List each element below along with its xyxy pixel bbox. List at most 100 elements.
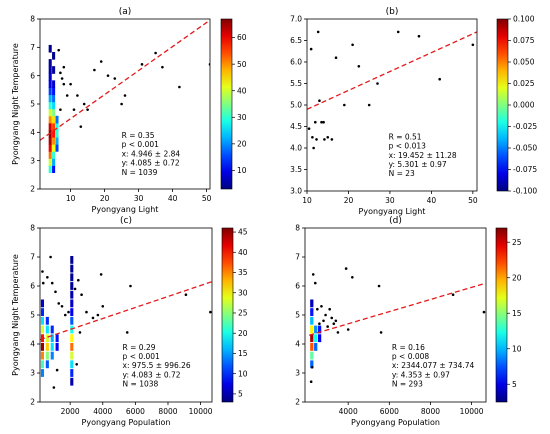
density-cell [55, 342, 59, 351]
scatter-point [322, 319, 325, 323]
y-tick-label: 8 [295, 224, 300, 233]
x-tick-label: 20 [344, 196, 354, 205]
scatter-point [336, 331, 340, 334]
density-cell [40, 360, 44, 369]
density-cell [314, 325, 318, 334]
scatter-point [351, 276, 354, 279]
x-tick-label: 20 [100, 194, 110, 203]
colorbar [496, 18, 509, 192]
density-cell [48, 137, 52, 145]
scatter-point [334, 56, 338, 59]
scatter-point [78, 331, 82, 334]
scatter-point [57, 48, 60, 52]
y-tick-label: 5.5 [290, 79, 302, 88]
y-tick-label: 5 [30, 311, 35, 320]
regression-line [40, 281, 212, 341]
density-cell [48, 115, 52, 124]
scatter-point [96, 313, 100, 317]
x-axis-label: Pyongyang Light [359, 207, 426, 216]
scatter-point [316, 307, 319, 311]
colorbar-tick-label: 50 [237, 60, 247, 69]
density-cell [48, 108, 52, 117]
scatter-point [343, 103, 346, 107]
stats-line: y: 5.301 ± 0.97 [389, 160, 447, 169]
x-tick-label: 8000 [158, 407, 177, 416]
x-tick-label: 10 [66, 194, 76, 203]
x-tick-label: 2000 [61, 407, 80, 416]
density-cell [40, 351, 44, 360]
scatter-point [209, 310, 212, 314]
y-tick-label: 7.0 [290, 15, 302, 24]
stats-line: x: 19.452 ± 11.28 [389, 151, 457, 160]
scatter-point [310, 365, 314, 369]
stats-line: x: 2344.077 ± 734.74 [392, 361, 475, 370]
colorbar-tick-label: -0.100 [513, 187, 537, 196]
scatter-point [318, 99, 321, 102]
scatter-point [161, 65, 164, 69]
y-tick-label: 3 [30, 156, 35, 165]
x-tick-label: 6000 [380, 407, 399, 416]
density-cell [52, 115, 56, 124]
stats-line: p < 0.013 [389, 142, 427, 151]
stats-line: y: 4.083 ± 0.72 [123, 370, 181, 379]
y-tick-label: 6 [295, 282, 300, 291]
scatter-point [106, 74, 110, 77]
scatter-point [69, 82, 72, 86]
density-cell [70, 255, 74, 264]
x-tick-label: 50 [468, 196, 478, 205]
y-tick-label: 5.0 [290, 101, 302, 110]
colorbar-tick-label: 20 [237, 139, 247, 148]
density-cell [70, 360, 74, 369]
scatter-point [80, 293, 83, 297]
stats-line: R = 0.16 [392, 343, 425, 352]
density-cell [70, 308, 74, 317]
panel-label: (c) [120, 216, 132, 226]
colorbar-tick-label: -0.025 [513, 122, 537, 131]
stats-line: x: 4.946 ± 2.84 [122, 149, 181, 158]
y-tick-label: 5 [30, 100, 35, 109]
stats-line: R = 0.29 [123, 343, 156, 352]
scatter-point [323, 138, 326, 141]
density-cell [70, 282, 74, 290]
scatter-point [129, 284, 132, 288]
y-tick-label: 7 [30, 253, 35, 262]
scatter-point [76, 94, 79, 97]
stats-line: R = 0.35 [122, 131, 155, 140]
scatter-point [93, 68, 96, 72]
scatter-point [99, 60, 103, 63]
regression-line [307, 31, 477, 110]
colorbar-tick-label: 10 [238, 369, 248, 378]
y-tick-label: 6.5 [290, 36, 302, 45]
density-cell [40, 308, 44, 317]
scatter-point [120, 102, 123, 106]
x-tick-label: 50 [202, 194, 212, 203]
chart-panel-4: 4000 6000 8000 10000 2 3 4 5 6 7 8 (d) Pyongyang Pop… [295, 216, 522, 427]
y-tick-label: 8 [30, 15, 35, 24]
x-tick-label: 8000 [421, 407, 440, 416]
density-cell [40, 342, 44, 351]
density-cell [40, 316, 44, 325]
scatter-point [376, 82, 379, 85]
y-tick-label: 2 [295, 398, 300, 407]
density-cell [310, 360, 314, 369]
x-tick-label: 10 [302, 196, 312, 205]
density-cell [70, 342, 74, 351]
scatter-point [330, 316, 334, 320]
colorbar [495, 227, 508, 403]
density-cell [55, 129, 59, 138]
stats-line: y: 4.353 ± 0.97 [392, 370, 450, 379]
regression-line [308, 282, 486, 336]
density-cell [310, 334, 314, 343]
stats-line: N = 293 [392, 380, 423, 389]
density-cell [50, 325, 54, 334]
scatter-point [101, 305, 105, 308]
x-tick-label: 40 [427, 196, 437, 205]
colorbar-tick-label: 30 [237, 113, 247, 122]
scatter-point [123, 94, 127, 97]
density-cell [55, 334, 59, 343]
density-cell [317, 325, 322, 334]
scatter-point [65, 94, 69, 97]
colorbar-tick-label: 10 [237, 166, 247, 175]
x-tick-label: 30 [385, 196, 395, 205]
panel-label: (b) [386, 7, 399, 17]
